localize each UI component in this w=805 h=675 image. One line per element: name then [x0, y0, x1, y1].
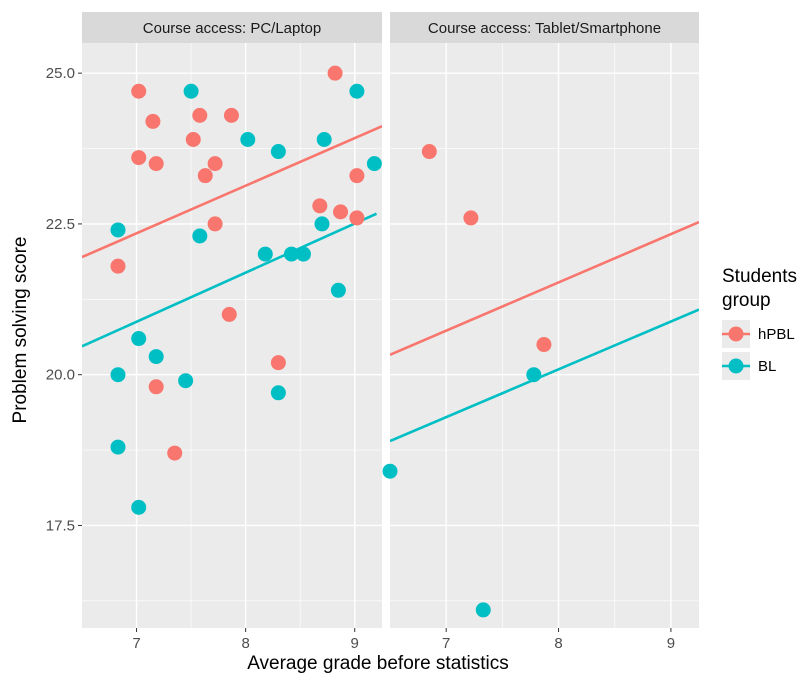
- fit-line-hpbl: [82, 125, 382, 259]
- y-tick-label: 20.0: [46, 367, 75, 384]
- point-hpbl: [192, 107, 208, 123]
- point-bl: [240, 131, 256, 147]
- point-bl: [330, 282, 346, 298]
- point-hpbl: [197, 168, 213, 184]
- x-tick-label: 8: [241, 635, 249, 652]
- x-axis: 7 8 9 7 8 9: [132, 628, 675, 652]
- point-hpbl: [349, 168, 365, 184]
- point-hpbl: [333, 204, 349, 220]
- panels-layer: Course access: PC/Laptop Course access: T…: [82, 12, 699, 628]
- y-tick-label: 17.5: [46, 517, 75, 534]
- point-bl: [316, 131, 332, 147]
- point-hpbl: [312, 198, 328, 214]
- legend-label-hpbl: hPBL: [758, 326, 795, 343]
- point-bl: [148, 349, 164, 365]
- facet-strip-title: Course access: Tablet/Smartphone: [428, 20, 661, 37]
- point-hpbl: [223, 107, 239, 123]
- y-axis: 17.5 20.0 22.5 25.0: [46, 65, 82, 534]
- point-hpbl: [167, 445, 183, 461]
- facet-strip: [390, 12, 699, 43]
- point-bl: [366, 156, 382, 172]
- point-hpbl: [185, 131, 201, 147]
- point-hpbl: [421, 144, 437, 160]
- point-hpbl: [349, 210, 365, 226]
- x-tick-label: 7: [132, 635, 140, 652]
- y-axis-title: Problem solving score: [10, 237, 31, 424]
- point-bl: [131, 331, 147, 347]
- legend: Students group hPBL BL: [722, 266, 797, 380]
- x-tick-label: 7: [442, 635, 450, 652]
- point-bl: [270, 385, 286, 401]
- point-bl: [110, 222, 126, 238]
- point-bl: [382, 463, 398, 479]
- point-hpbl: [131, 150, 147, 166]
- point-hpbl: [207, 216, 223, 232]
- point-bl: [192, 228, 208, 244]
- point-bl: [131, 499, 147, 515]
- point-hpbl: [145, 113, 161, 129]
- legend-key-point: [728, 358, 744, 374]
- facet-strip-title: Course access: PC/Laptop: [143, 20, 321, 37]
- legend-key-point: [728, 326, 744, 342]
- y-tick-label: 22.5: [46, 216, 75, 233]
- legend-title-line1: Students: [722, 266, 797, 287]
- fit-line-hpbl: [390, 220, 699, 356]
- x-tick-label: 8: [554, 635, 562, 652]
- facet-strip: [82, 12, 382, 43]
- panel-2: Course access: Tablet/Smartphone: [382, 12, 699, 628]
- point-bl: [110, 367, 126, 383]
- point-hpbl: [327, 65, 343, 81]
- x-axis-title: Average grade before statistics: [247, 653, 509, 674]
- legend-title-line2: group: [722, 290, 771, 311]
- point-bl: [349, 83, 365, 99]
- point-bl: [257, 246, 273, 262]
- legend-label-bl: BL: [758, 358, 776, 375]
- panel-background: [390, 43, 699, 628]
- fit-line-bl: [82, 212, 378, 348]
- point-hpbl: [110, 258, 126, 274]
- point-bl: [178, 373, 194, 389]
- y-tick-label: 25.0: [46, 65, 75, 82]
- point-hpbl: [148, 156, 164, 172]
- x-tick-label: 9: [351, 635, 359, 652]
- point-bl: [270, 144, 286, 160]
- point-bl: [283, 246, 299, 262]
- point-hpbl: [148, 379, 164, 395]
- point-hpbl: [270, 355, 286, 371]
- point-hpbl: [207, 156, 223, 172]
- point-bl: [314, 216, 330, 232]
- point-hpbl: [131, 83, 147, 99]
- point-hpbl: [221, 306, 237, 322]
- point-hpbl: [536, 337, 552, 353]
- point-bl: [526, 367, 542, 383]
- x-tick-label: 9: [667, 635, 675, 652]
- point-bl: [110, 439, 126, 455]
- point-bl: [183, 83, 199, 99]
- point-bl: [295, 246, 311, 262]
- point-hpbl: [463, 210, 479, 226]
- point-bl: [475, 602, 491, 618]
- panel-background: [82, 43, 382, 628]
- fit-line-bl: [390, 308, 699, 443]
- panel-1: Course access: PC/Laptop: [82, 12, 382, 628]
